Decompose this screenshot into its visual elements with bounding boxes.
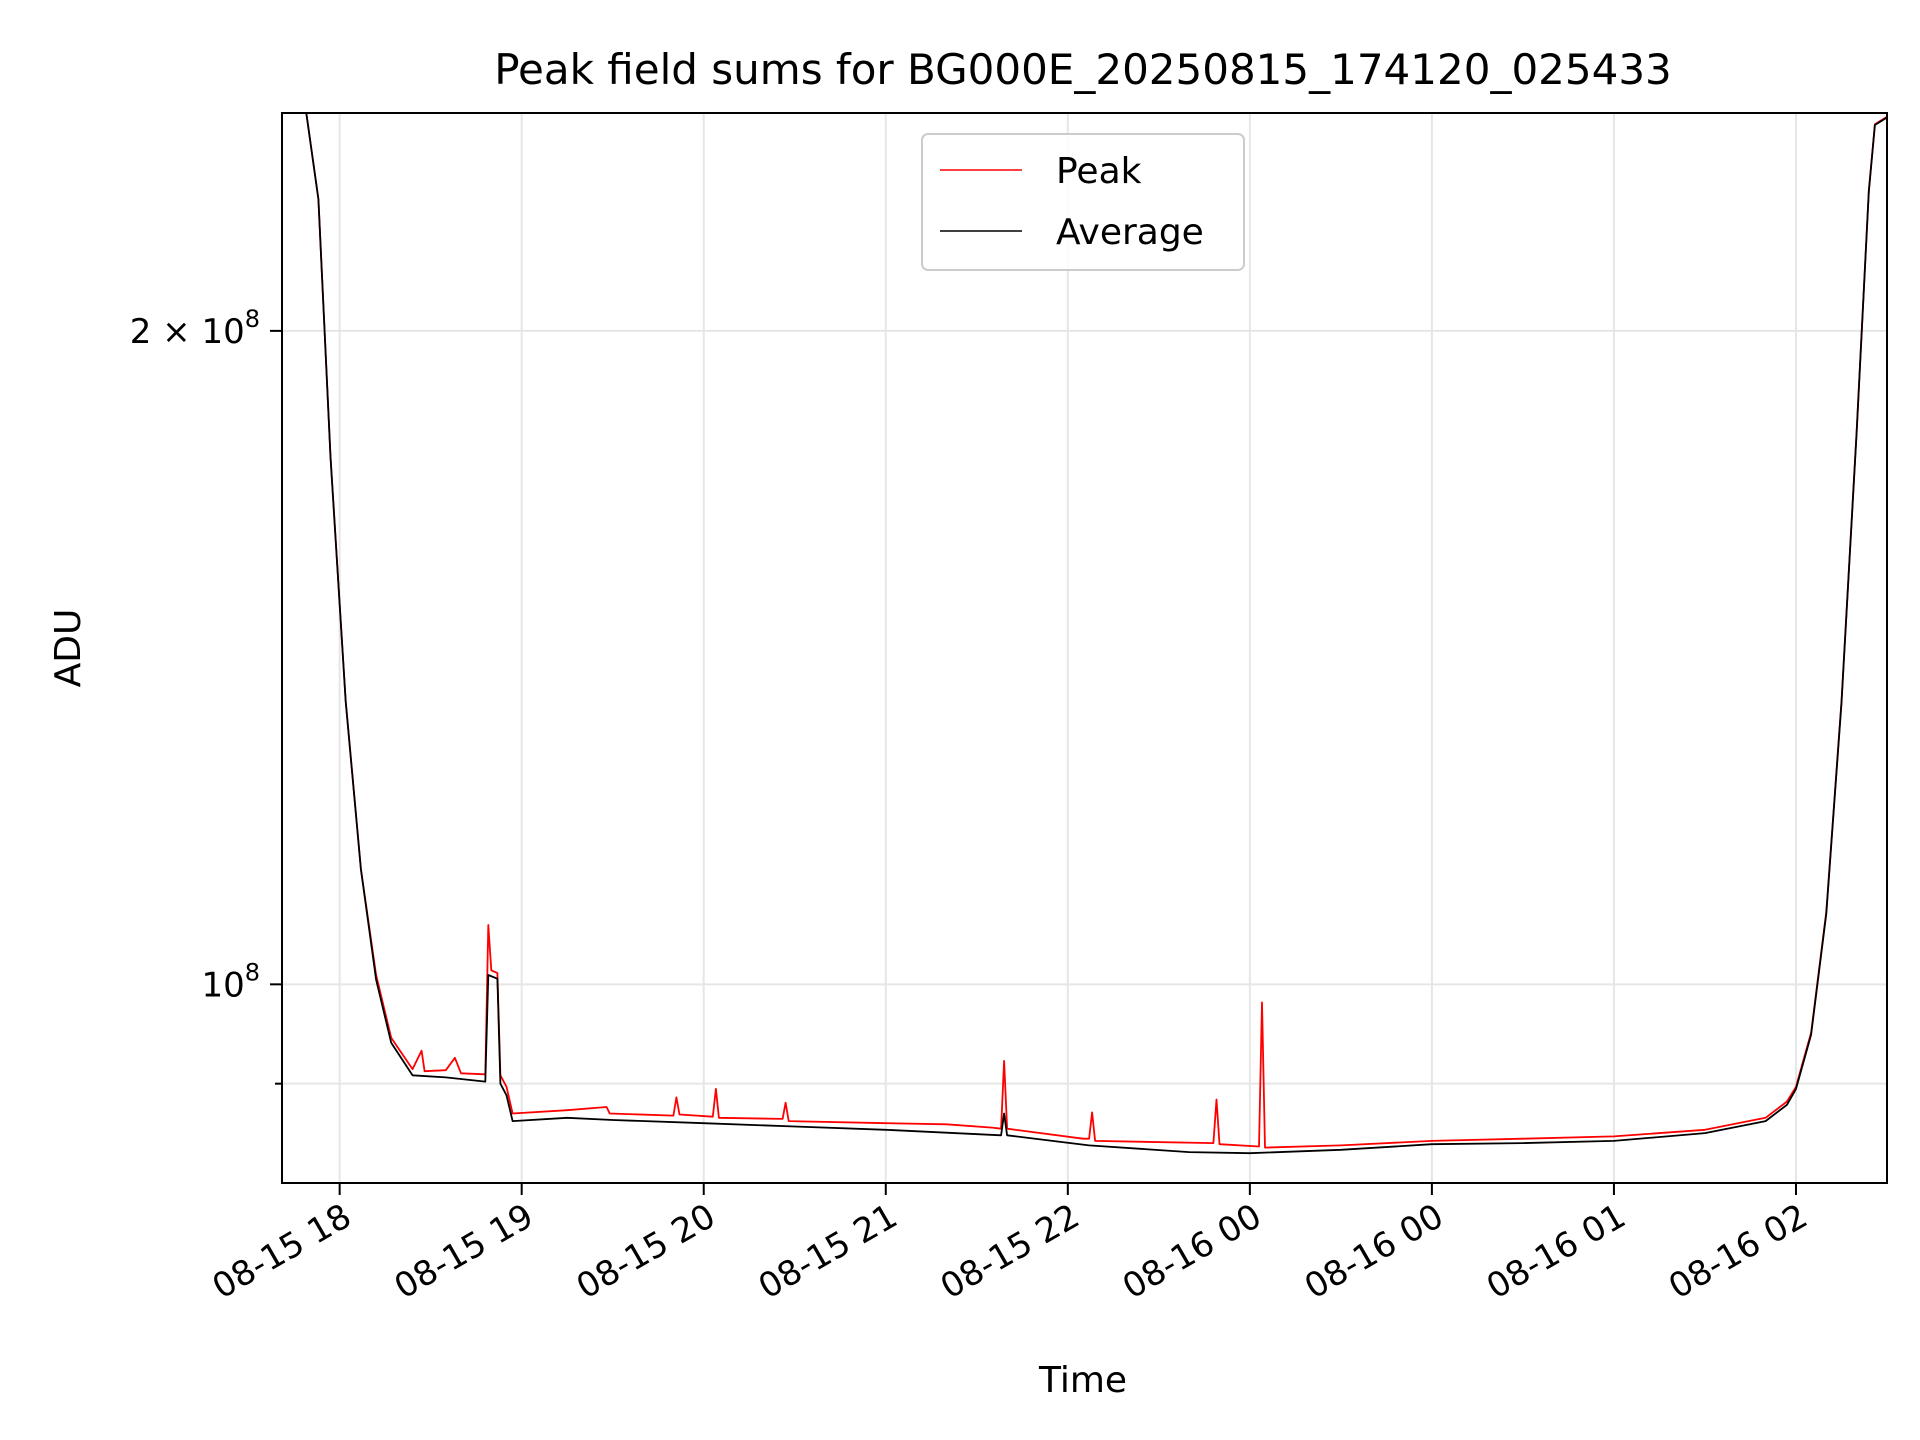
series-layer: [282, 112, 1888, 1155]
legend-label-average: Average: [1056, 212, 1204, 253]
y-axis: 108 2 × 108: [130, 305, 282, 1085]
chart-title: Peak field sums for BG000E_20250815_1741…: [494, 45, 1672, 94]
y-tick-label: 2 × 108: [130, 305, 260, 352]
legend-label-peak: Peak: [1056, 151, 1142, 192]
x-axis-label: Time: [1038, 1360, 1127, 1401]
series-line-average: [282, 112, 1888, 1155]
y-axis-label: ADU: [48, 609, 89, 688]
legend: Peak Average: [921, 133, 1245, 271]
y-tick-label: 108: [201, 958, 260, 1005]
legend-box: [921, 133, 1245, 271]
plot-area-frame: [281, 112, 1888, 1184]
series-line-peak: [282, 112, 1888, 1149]
grid: [282, 113, 1887, 1183]
